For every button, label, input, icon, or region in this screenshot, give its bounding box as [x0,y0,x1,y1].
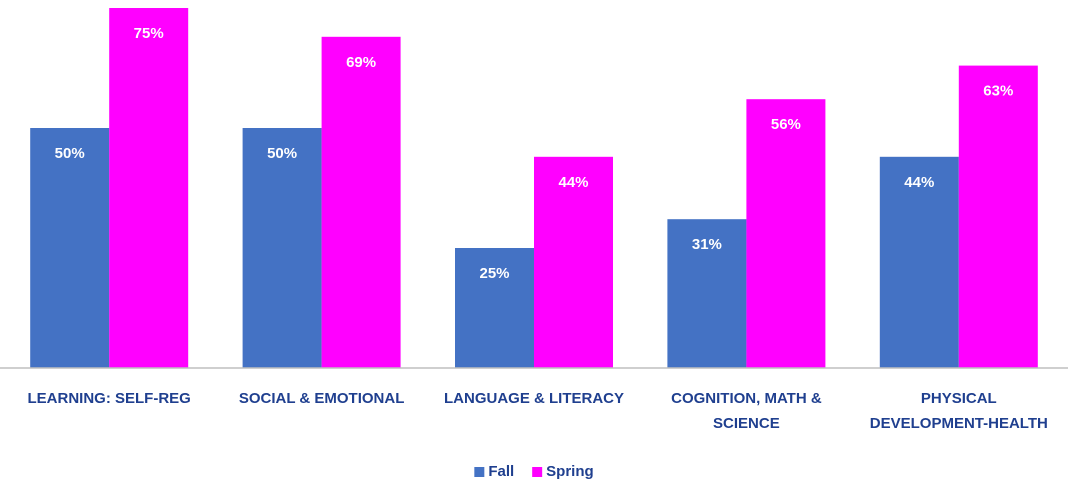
x-tick-label: LANGUAGE & LITERACY [444,390,624,407]
value-label: 44% [904,174,934,191]
bar [746,99,826,368]
value-label: 75% [134,25,164,42]
bar [321,36,401,369]
bar [667,219,747,368]
bar [958,65,1038,368]
bar [534,156,613,368]
legend-label: Fall [488,463,514,480]
value-label: 25% [479,265,509,282]
value-label: 56% [771,116,801,133]
bar [242,128,322,368]
bar [30,128,110,368]
bar [879,156,959,368]
label-line: SCIENCE [713,415,780,432]
legend-swatch [532,467,543,477]
legend: Fall Spring [474,463,594,480]
label-line: PHYSICAL [921,390,997,407]
value-label: 50% [55,145,85,162]
value-label: 69% [346,54,376,71]
value-label: 50% [267,145,297,162]
legend-swatch [474,467,485,477]
x-tick-label: LEARNING: SELF-REG [28,390,191,407]
x-tick-label: COGNITION, MATH & SCIENCE [671,390,822,432]
x-tick-label: PHYSICAL DEVELOPMENT-HEALTH [870,390,1048,432]
bar [109,8,189,368]
x-tick-label: SOCIAL & EMOTIONAL [239,390,405,407]
legend-label: Spring [546,463,594,480]
label-line: DEVELOPMENT-HEALTH [870,415,1048,432]
label-line: COGNITION, MATH & [671,390,822,407]
bar [455,248,534,368]
value-label: 44% [558,174,588,191]
value-label: 31% [692,236,722,253]
value-label: 63% [983,83,1013,100]
